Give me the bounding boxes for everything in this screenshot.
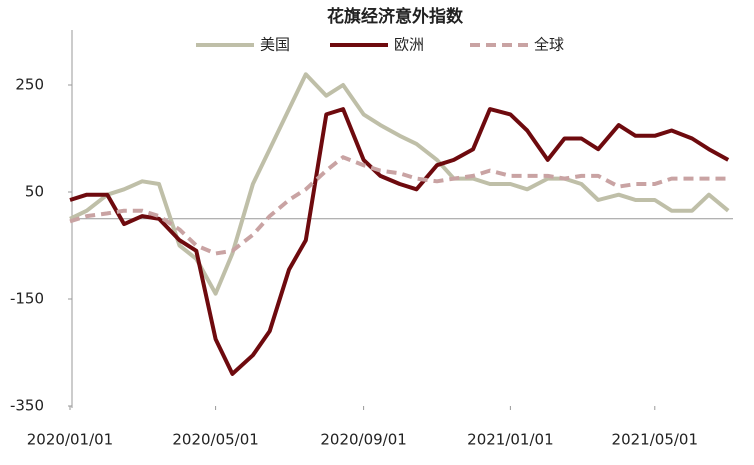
legend-label: 欧洲 bbox=[394, 36, 424, 54]
legend-label: 美国 bbox=[260, 36, 290, 54]
x-tick-label: 2020/09/01 bbox=[320, 431, 406, 449]
x-tick-label: 2020/05/01 bbox=[172, 431, 258, 449]
y-tick-label: -350 bbox=[10, 397, 44, 415]
chart-title: 花旗经济意外指数 bbox=[327, 6, 464, 27]
legend-label: 全球 bbox=[534, 36, 564, 54]
series-line bbox=[69, 155, 729, 256]
y-tick-label: 50 bbox=[25, 183, 44, 201]
x-tick-label: 2020/01/01 bbox=[27, 431, 113, 449]
series-line bbox=[69, 107, 730, 376]
y-tick-label: -150 bbox=[10, 290, 44, 308]
series-line bbox=[69, 72, 730, 296]
x-tick-label: 2021/01/01 bbox=[467, 431, 553, 449]
y-tick-label: 250 bbox=[15, 76, 44, 94]
x-tick-label: 2021/05/01 bbox=[612, 431, 698, 449]
